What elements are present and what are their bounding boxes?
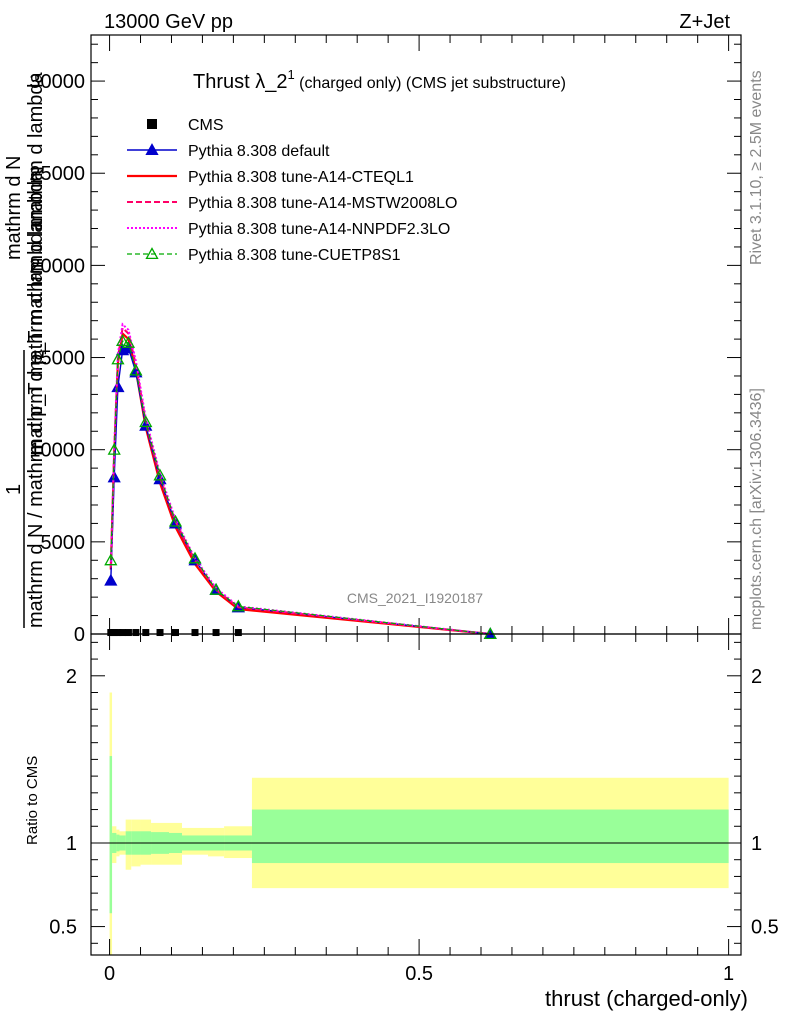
series-point-cms bbox=[142, 629, 150, 637]
y-tick-label: 25000 bbox=[29, 163, 85, 185]
ratio-y-tick-label: 0.5 bbox=[49, 917, 77, 939]
series-point-cuetp8s1 bbox=[115, 334, 130, 347]
series-point-cuetp8s1 bbox=[209, 582, 223, 595]
series-point-cms bbox=[172, 629, 179, 637]
x-axis-label: thrust (charged-only) bbox=[545, 986, 748, 1011]
series-point-cms bbox=[119, 629, 127, 637]
series-point-cuetp8s1 bbox=[168, 514, 183, 527]
legend-label-mstw: Pythia 8.308 tune-A14-MSTW2008LO bbox=[188, 195, 457, 212]
series-line-cteql1 bbox=[109, 331, 491, 636]
series-point-cuetp8s1 bbox=[111, 352, 125, 365]
ratio-y-tick-label: 1 bbox=[66, 833, 77, 855]
x-tick-label: 0.5 bbox=[405, 963, 433, 985]
rivet-label: Rivet 3.1.10, ≥ 2.5M events bbox=[748, 70, 765, 265]
energy-label: 13000 GeV pp bbox=[104, 11, 233, 33]
main-y-axis-label: mathrm d lambda mathrm d N mathrm d p_T … bbox=[3, 72, 47, 628]
legend: CMS Pythia 8.308 default Pythia 8.308 tune… bbox=[127, 117, 457, 264]
y-label-extra: mathrm d lambda bbox=[25, 72, 47, 228]
legend-label-cuetp8s1: Pythia 8.308 tune-CUETP8S1 bbox=[188, 247, 401, 264]
legend-label-default: Pythia 8.308 default bbox=[188, 143, 330, 160]
watermark-label: CMS_2021_I1920187 bbox=[347, 590, 483, 606]
y-label-denominator: mathrm d p_T mathrm d lambda bbox=[25, 169, 47, 455]
legend-marker-default bbox=[145, 143, 159, 156]
process-label: Z+Jet bbox=[679, 11, 730, 33]
main-plot-area: 0 5000 10000 15000 20000 25000 30000 bbox=[29, 34, 742, 646]
y-label-numerator: mathrm d N bbox=[3, 156, 25, 260]
chart-title-main: Thrust λ_2 bbox=[193, 71, 287, 93]
series-point-default bbox=[111, 380, 125, 393]
chart-title-rest: (charged only) (CMS jet substructure) bbox=[295, 75, 566, 92]
series-point-cms bbox=[212, 629, 220, 637]
y-label-full: mathrm d N / mathrm d p_T mathrm d lambd… bbox=[25, 221, 47, 628]
y-tick-label: 20000 bbox=[29, 255, 85, 277]
series-line-cuetp8s1 bbox=[110, 340, 491, 635]
ratio-plot-area: 0 0.5 1 0.5 0.5 1 1 2 2 bbox=[49, 633, 779, 985]
ratio-y-tick-label: 2 bbox=[751, 666, 762, 688]
chart-title-sup: 1 bbox=[287, 67, 294, 82]
chart-title: Thrust λ_21 (charged only) (CMS jet subs… bbox=[193, 67, 566, 93]
series-point-cuetp8s1 bbox=[153, 468, 167, 481]
series-point-cms bbox=[156, 629, 164, 637]
ratio-plot-frame bbox=[90, 633, 742, 956]
series-point-cuetp8s1 bbox=[121, 335, 136, 348]
series-point-cuetp8s1 bbox=[104, 553, 118, 566]
y-tick-label: 30000 bbox=[29, 71, 85, 93]
y-tick-label: 15000 bbox=[29, 348, 85, 370]
x-tick-label: 0 bbox=[104, 963, 115, 985]
ratio-y-label: Ratio to CMS bbox=[24, 756, 41, 845]
y-tick-label: 10000 bbox=[29, 440, 85, 462]
series-point-cuetp8s1 bbox=[231, 599, 245, 612]
series-point-cms bbox=[110, 629, 118, 637]
legend-label-cteql1: Pythia 8.308 tune-A14-CTEQL1 bbox=[188, 169, 414, 186]
series-point-cuetp8s1 bbox=[107, 442, 121, 455]
legend-label-nnpdf: Pythia 8.308 tune-A14-NNPDF2.3LO bbox=[188, 221, 450, 238]
legend-label-cms: CMS bbox=[188, 117, 224, 134]
mcplots-label: mcplots.cern.ch [arXiv:1306.3436] bbox=[748, 388, 765, 630]
series-point-cms bbox=[234, 629, 242, 637]
series-line-nnpdf bbox=[109, 322, 491, 635]
legend-marker-cms bbox=[147, 119, 157, 129]
series-point-cuetp8s1 bbox=[139, 415, 153, 428]
series-point-cms bbox=[124, 629, 132, 637]
legend-marker-cuetp8s1 bbox=[145, 247, 159, 260]
y-tick-label: 0 bbox=[74, 624, 85, 646]
ratio-band-inner bbox=[109, 756, 113, 914]
series-point-cms bbox=[132, 629, 140, 637]
ratio-y-tick-label: 2 bbox=[66, 666, 77, 688]
series-point-cuetp8s1 bbox=[129, 363, 143, 376]
series-point-cuetp8s1 bbox=[188, 551, 202, 564]
ratio-y-tick-label: 0.5 bbox=[751, 917, 779, 939]
y-tick-label: 5000 bbox=[41, 532, 86, 554]
series-point-cms bbox=[114, 629, 122, 637]
ratio-y-tick-label: 1 bbox=[751, 833, 762, 855]
series-point-default bbox=[104, 573, 118, 586]
series-line-mstw bbox=[109, 325, 491, 635]
x-tick-label: 1 bbox=[723, 963, 734, 985]
series-point-cms bbox=[191, 629, 199, 637]
ratio-band-inner bbox=[251, 809, 729, 864]
y-label-one: 1 bbox=[3, 484, 25, 495]
